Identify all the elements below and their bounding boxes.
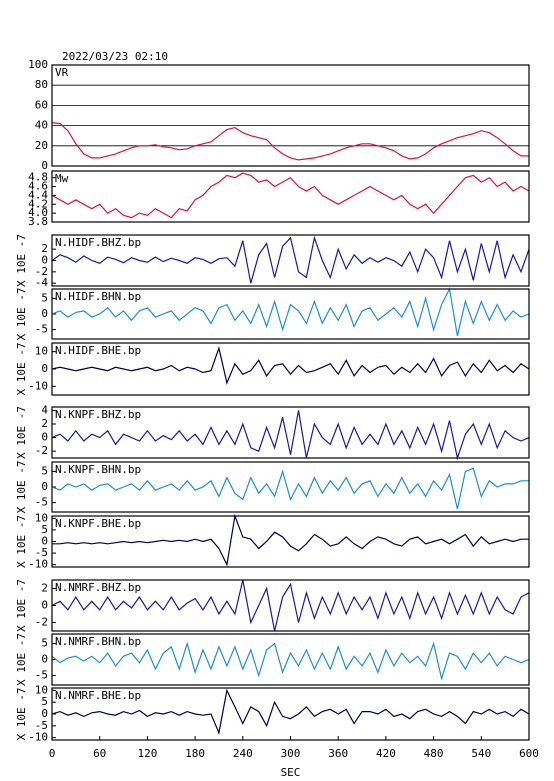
y-tick-label: -10 [28, 731, 48, 744]
y-tick-label: 4 [41, 403, 48, 416]
trace [51, 579, 530, 632]
panel-label: N.NMRF.BHE.bp [55, 689, 141, 702]
y-tick-label: 4.2 [28, 197, 48, 210]
y-tick-label: 3.8 [28, 215, 48, 228]
y-tick-label: 0 [41, 480, 48, 493]
trace [51, 641, 530, 681]
y-tick-label: -4 [35, 276, 49, 289]
panel-label: VR [55, 66, 69, 79]
y-axis-label: X 10E -7 [15, 406, 28, 459]
trace [52, 513, 529, 567]
x-tick-label: 540 [471, 747, 491, 760]
y-tick-label: -5 [35, 323, 48, 336]
y-tick-label: 4.0 [28, 206, 48, 219]
panel-frame [51, 170, 530, 223]
panel-frame [51, 633, 530, 686]
y-tick-label: -5 [35, 668, 48, 681]
panel-label: N.KNPF.BHZ.bp [55, 408, 141, 421]
trace [51, 235, 530, 284]
y-tick-label: 10 [35, 345, 48, 358]
x-tick-label: 60 [93, 747, 106, 760]
trace [51, 122, 529, 161]
chart-title: 2022/03/23 02:10 [62, 50, 168, 63]
y-axis-label: X 10E -7 [15, 688, 28, 741]
y-tick-label: 0 [41, 159, 48, 172]
panel-frame [51, 406, 530, 459]
y-tick-label: 2 [41, 582, 48, 595]
y-tick-label: 0 [41, 707, 48, 720]
panel-label: N.HIDF.BHE.bp [55, 344, 141, 357]
y-tick-label: 4.6 [28, 180, 48, 193]
y-tick-label: 0 [41, 307, 48, 320]
x-axis-label: SEC [281, 766, 301, 779]
x-tick-label: 600 [519, 747, 539, 760]
y-tick-label: -2 [35, 265, 48, 278]
y-tick-label: 40 [35, 119, 48, 132]
trace [51, 172, 530, 219]
y-tick-label: -2 [35, 616, 48, 629]
y-tick-label: 5 [41, 637, 48, 650]
y-tick-label: 0 [41, 431, 48, 444]
y-tick-label: -5 [35, 546, 48, 559]
y-tick-label: 80 [35, 78, 48, 91]
y-tick-label: -5 [35, 719, 48, 732]
trace [51, 688, 530, 735]
panel-frame [51, 579, 530, 632]
panel-label: N.HIDF.BHZ.bp [55, 236, 141, 249]
panel-label: N.KNPF.BHN.bp [55, 463, 141, 476]
y-tick-label: 5 [41, 695, 48, 708]
panel-frame [51, 288, 530, 340]
panel-frame [51, 234, 530, 287]
y-axis-label: X 10E -7 [15, 461, 28, 514]
panel-frame [51, 64, 530, 167]
y-axis-label: X 10E -7 [15, 234, 28, 287]
panel-frame [51, 461, 530, 513]
x-tick-label: 300 [281, 747, 301, 760]
panel-label: Mw [55, 172, 69, 185]
panel-label: N.NMRF.BHN.bp [55, 635, 141, 648]
trace [51, 467, 529, 510]
y-tick-label: 10 [35, 511, 48, 524]
y-tick-label: -10 [28, 379, 48, 392]
y-axis-label: X 10E -7 [15, 579, 28, 632]
y-axis-label: X 10E -7 [15, 515, 28, 568]
x-tick-label: 120 [137, 747, 157, 760]
y-tick-label: 2 [41, 242, 48, 255]
panel-frame [51, 515, 530, 568]
y-axis-label: X 10E -7 [15, 288, 28, 341]
x-tick-label: 0 [49, 747, 56, 760]
trace [51, 346, 530, 385]
panel-label: N.NMRF.BHZ.bp [55, 581, 141, 594]
y-tick-label: 20 [35, 139, 48, 152]
x-tick-label: 240 [233, 747, 253, 760]
y-axis-label: X 10E -7 [15, 343, 28, 396]
y-tick-label: 5 [41, 523, 48, 536]
y-tick-label: -2 [35, 444, 48, 457]
y-axis-label: X 10E -7 [15, 633, 28, 686]
panel-label: N.HIDF.BHN.bp [55, 290, 141, 303]
x-tick-label: 420 [376, 747, 396, 760]
y-tick-label: 0 [41, 362, 48, 375]
y-tick-label: -5 [35, 496, 48, 509]
y-tick-label: 0 [41, 254, 48, 267]
y-tick-label: 10 [35, 683, 48, 696]
y-tick-label: 4.4 [28, 188, 48, 201]
x-tick-label: 480 [424, 747, 444, 760]
y-tick-label: 0 [41, 599, 48, 612]
y-tick-label: 4.8 [28, 171, 48, 184]
trace [51, 410, 530, 461]
y-tick-label: 100 [28, 58, 48, 71]
y-tick-label: 0 [41, 653, 48, 666]
y-tick-label: 5 [41, 464, 48, 477]
x-tick-label: 180 [185, 747, 205, 760]
panel-frame [51, 342, 530, 396]
panel-label: N.KNPF.BHE.bp [55, 517, 141, 530]
x-tick-label: 360 [328, 747, 348, 760]
y-tick-label: 0 [41, 535, 48, 548]
y-tick-label: 2 [41, 417, 48, 430]
y-tick-label: 60 [35, 98, 48, 111]
y-tick-label: -10 [28, 558, 48, 571]
y-tick-label: 5 [41, 291, 48, 304]
